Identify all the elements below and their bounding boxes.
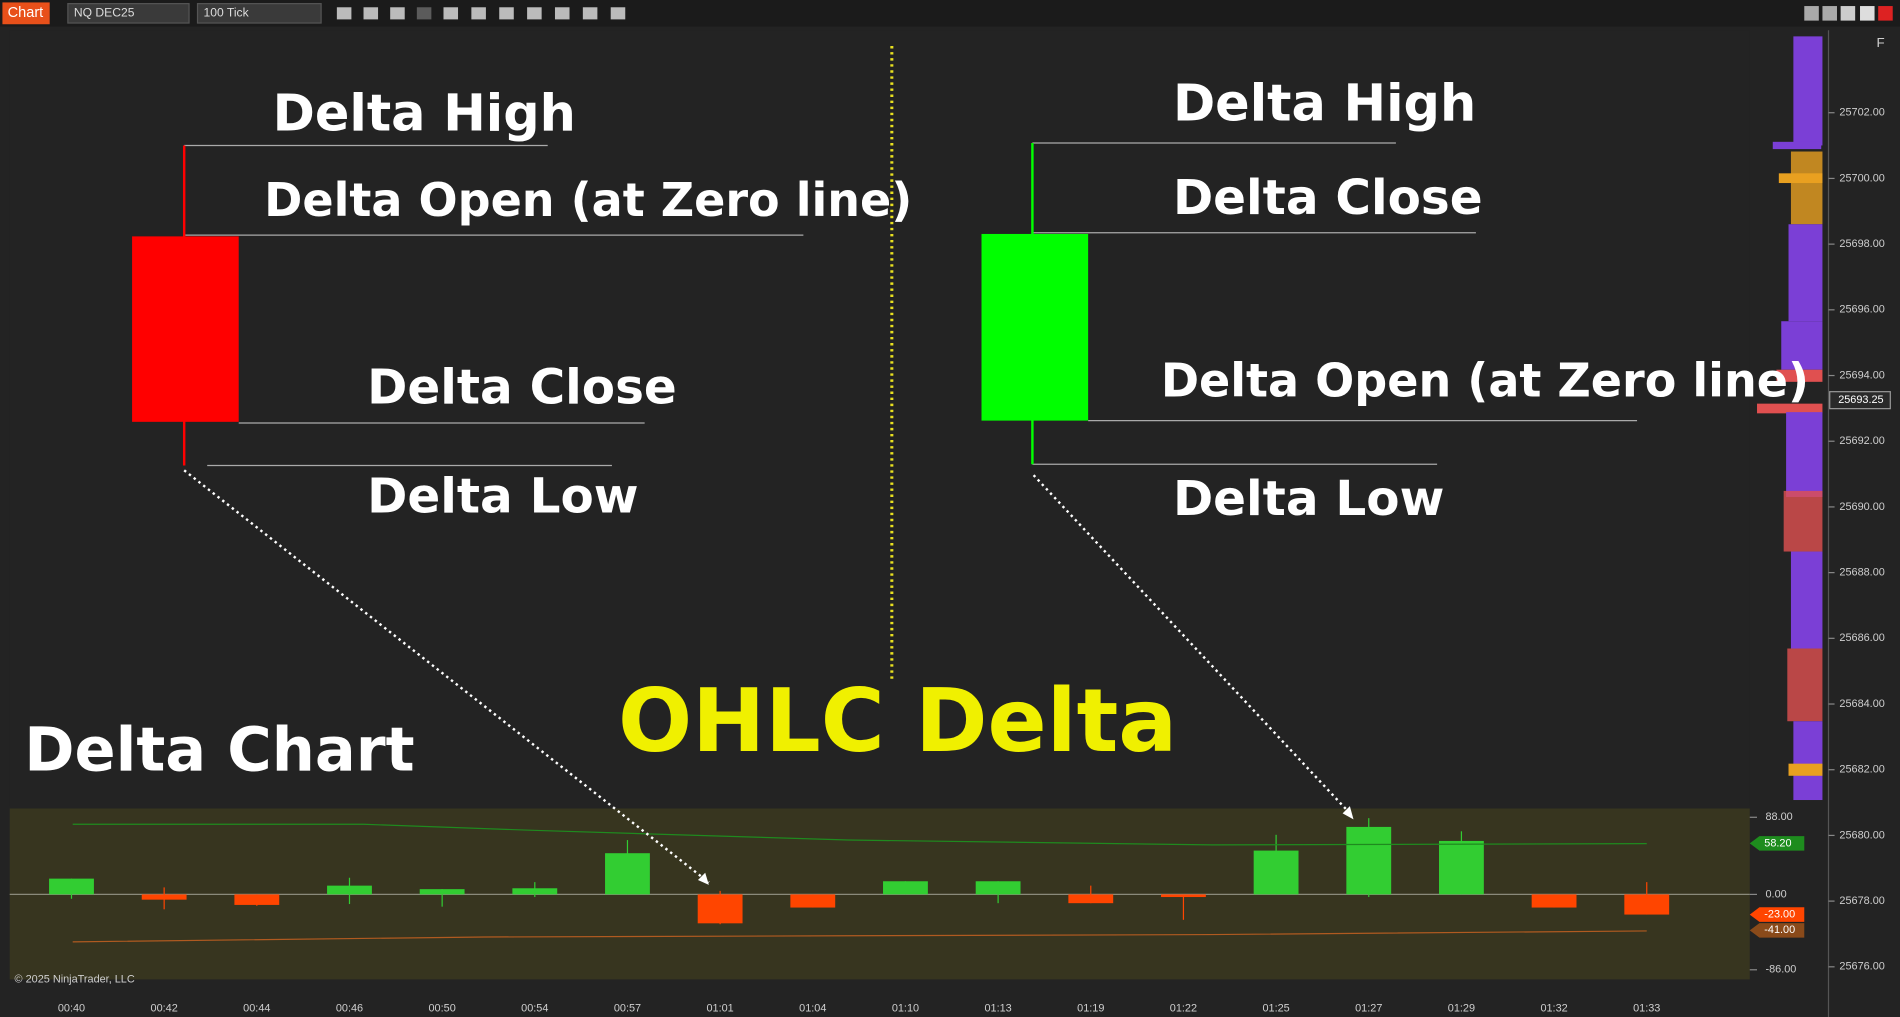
candle-body xyxy=(1346,826,1392,895)
annotation: Delta High xyxy=(273,84,576,143)
candle-body xyxy=(141,894,187,900)
x-tick-label: 01:32 xyxy=(1540,1002,1567,1014)
price-tick-label: 25690.00 xyxy=(1839,501,1884,513)
candle-body xyxy=(49,878,94,895)
price-tick-label: 25680.00 xyxy=(1839,829,1884,841)
marker xyxy=(1749,923,1805,938)
annotation: Delta Low xyxy=(367,468,638,524)
y-tick-label: 88.00 xyxy=(1765,811,1792,823)
price-tick-label: 25692.00 xyxy=(1839,435,1884,447)
candle-body xyxy=(697,894,743,924)
candle-body xyxy=(512,888,558,895)
interval-select[interactable] xyxy=(196,3,322,24)
price-tick-label: 25696.00 xyxy=(1839,304,1884,316)
x-tick-label: 01:25 xyxy=(1262,1002,1289,1014)
price-tick-label: 25694.00 xyxy=(1839,369,1884,381)
x-tick-label: 00:50 xyxy=(429,1002,456,1014)
chart-tab-label: Chart xyxy=(8,5,44,21)
float-button[interactable]: F xyxy=(1877,35,1885,50)
x-tick-label: 01:13 xyxy=(984,1002,1011,1014)
delta-chart: 88.00 0.00 -86.00 58.20 -23.00 -41.00 xyxy=(9,811,1805,976)
price-tick-label: 25676.00 xyxy=(1839,961,1884,973)
chart-tab[interactable] xyxy=(2,2,50,25)
marker xyxy=(1749,907,1805,922)
price-tick-label: 25678.00 xyxy=(1839,895,1884,907)
instrument-select[interactable] xyxy=(67,3,190,24)
annotation: Delta Low xyxy=(1173,471,1444,527)
annotation: Delta Open (at Zero line) xyxy=(1161,354,1809,408)
candle-body xyxy=(1439,840,1484,895)
instrument: NQ DEC25 xyxy=(74,6,135,20)
candle-body xyxy=(327,885,372,895)
candle-body xyxy=(790,894,836,908)
candle-body xyxy=(1624,894,1670,915)
indicator-line xyxy=(72,930,1647,943)
volume-profile xyxy=(1757,36,1823,801)
price-tick-label: 25702.00 xyxy=(1839,107,1884,119)
pointer-arrow xyxy=(1032,474,1352,816)
x-tick-label: 01:04 xyxy=(799,1002,826,1014)
x-tick-label: 00:44 xyxy=(243,1002,270,1014)
candle-body xyxy=(1531,894,1577,908)
x-tick-label: 01:19 xyxy=(1077,1002,1104,1014)
price-tick-label: 25686.00 xyxy=(1839,632,1884,644)
price-tick-label: 25700.00 xyxy=(1839,172,1884,184)
candle-body xyxy=(419,889,465,895)
price-tick-label: 25688.00 xyxy=(1839,566,1884,578)
panel-label: Delta Chart xyxy=(24,716,414,786)
marker-label: 58.20 xyxy=(1764,837,1791,849)
interval: 100 Tick xyxy=(204,6,250,20)
x-tick-label: 00:40 xyxy=(58,1002,85,1014)
x-tick-label: 01:27 xyxy=(1355,1002,1382,1014)
copyright: © 2025 NinjaTrader, LLC xyxy=(15,973,135,985)
candle-body xyxy=(1068,894,1114,904)
x-tick-label: 01:10 xyxy=(892,1002,919,1014)
current-price-label: 25693.25 xyxy=(1838,394,1883,406)
candle-body xyxy=(1253,850,1299,895)
candle-body xyxy=(605,853,650,895)
x-tick-label: 01:22 xyxy=(1170,1002,1197,1014)
example-candle-up xyxy=(981,233,1089,421)
y-tick-label: -86.00 xyxy=(1765,964,1796,976)
annotation: Delta Close xyxy=(367,359,677,415)
x-tick-label: 01:01 xyxy=(706,1002,733,1014)
marker-label: -41.00 xyxy=(1764,924,1795,936)
arrowhead xyxy=(1342,806,1354,820)
x-tick-label: 01:33 xyxy=(1633,1002,1660,1014)
candle-body xyxy=(234,894,280,905)
window-buttons[interactable] xyxy=(1804,6,1893,21)
toolbar-icons[interactable] xyxy=(336,7,626,20)
candle-body xyxy=(883,881,928,895)
x-tick-label: 01:29 xyxy=(1448,1002,1475,1014)
price-tick-label: 25684.00 xyxy=(1839,698,1884,710)
candle-body xyxy=(975,881,1021,895)
indicator-line xyxy=(72,823,1647,846)
x-tick-label: 00:54 xyxy=(521,1002,548,1014)
right-guides xyxy=(1032,142,1638,465)
pointer-arrow xyxy=(183,469,710,884)
annotation: Delta Close xyxy=(1173,170,1483,226)
annotation: Delta Open (at Zero line) xyxy=(264,173,912,227)
y-tick-label: 0.00 xyxy=(1765,888,1786,900)
price-tick-label: 25682.00 xyxy=(1839,764,1884,776)
marker xyxy=(1749,836,1805,851)
annotation: Delta High xyxy=(1173,75,1476,134)
price-tick-label: 25698.00 xyxy=(1839,238,1884,250)
marker-label: -23.00 xyxy=(1764,908,1795,920)
price-panel xyxy=(9,30,1750,807)
example-candle-down xyxy=(132,236,239,422)
headline: OHLC Delta xyxy=(618,670,1177,772)
current-price xyxy=(1829,391,1891,410)
candle-body xyxy=(1161,894,1206,898)
x-tick-label: 00:42 xyxy=(151,1002,178,1014)
x-tick-label: 00:57 xyxy=(614,1002,641,1014)
left-guides xyxy=(184,144,804,467)
arrowhead xyxy=(697,872,709,885)
x-tick-label: 00:46 xyxy=(336,1002,363,1014)
